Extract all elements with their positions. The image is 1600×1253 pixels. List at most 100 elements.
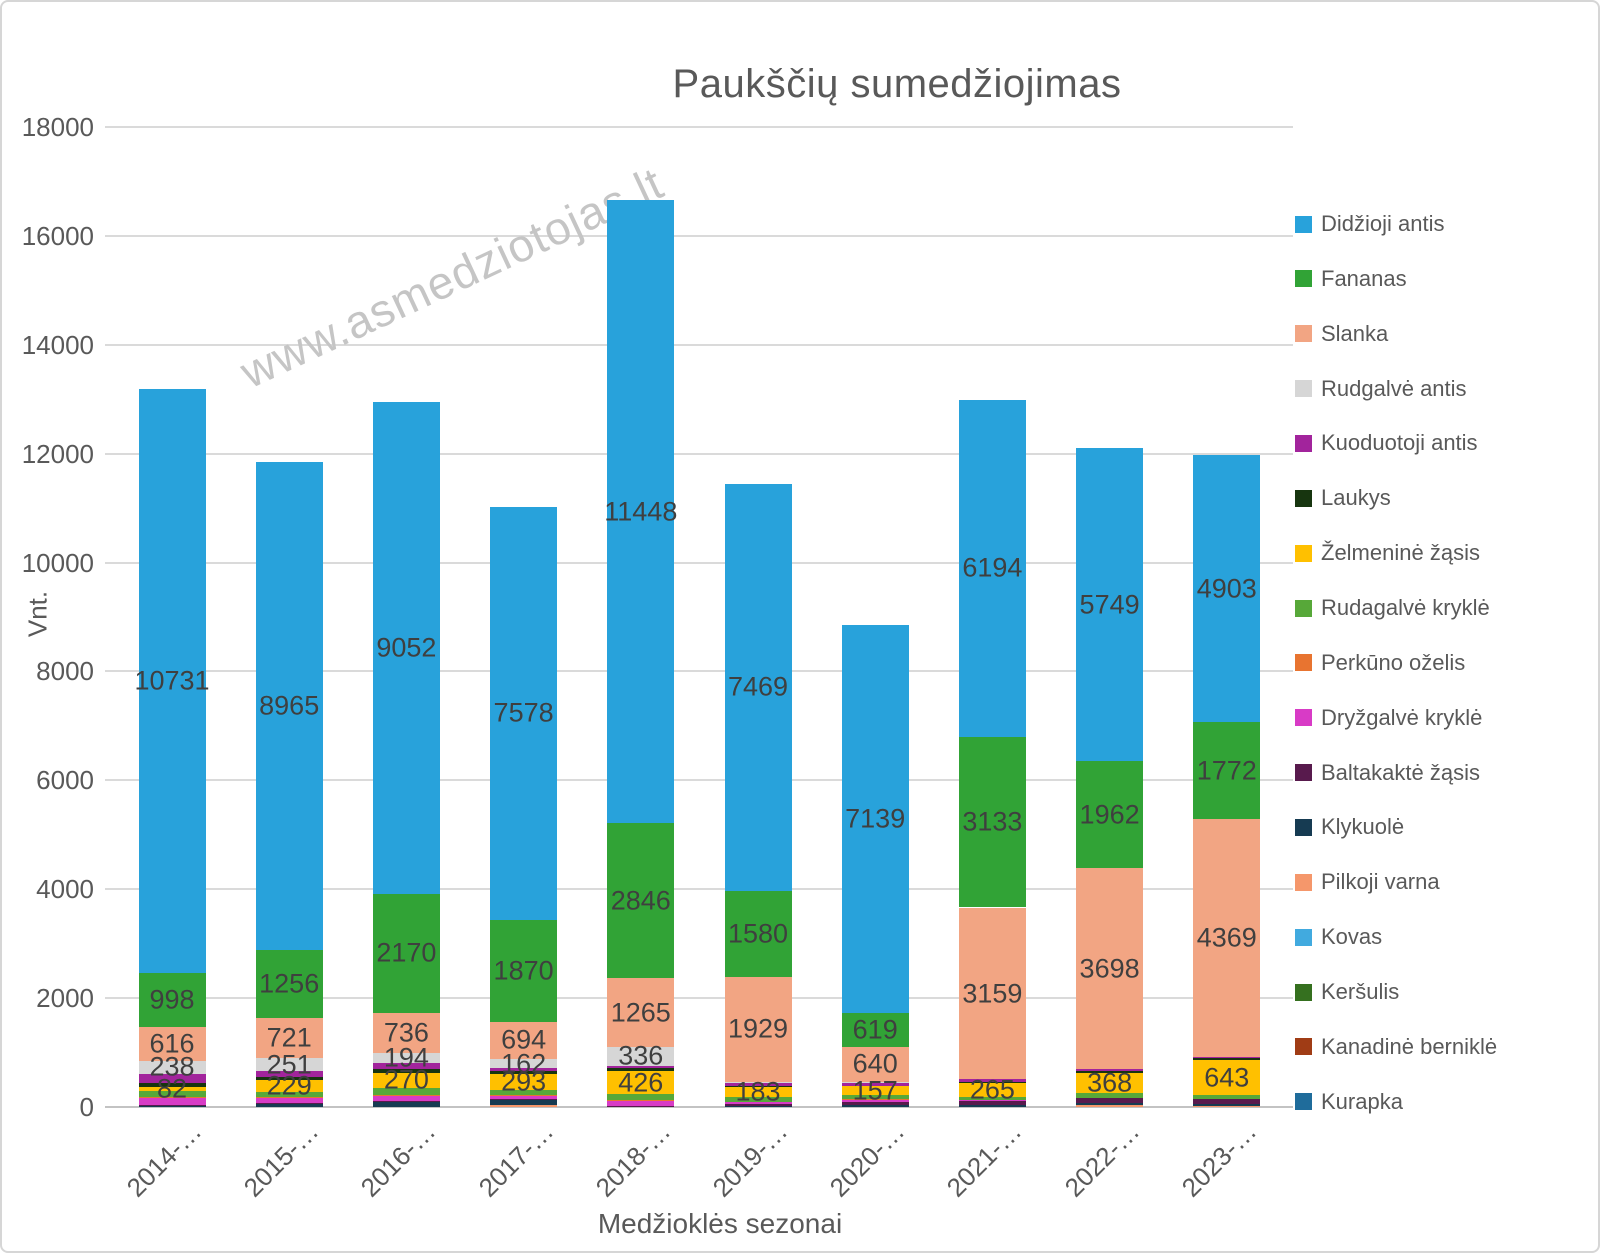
- bar-segment-laukys: [255, 1076, 323, 1080]
- bar-segment-klykuol: [958, 1104, 1026, 1107]
- bar-segment-did-ioji-antis: [372, 401, 440, 895]
- value-label-elmenin-sis: 229: [266, 1070, 312, 1101]
- bar-segment-klykuol: [490, 1099, 558, 1105]
- bar-2020: [841, 624, 909, 1107]
- bar-segment-dry-galv-krykl: [255, 1097, 323, 1104]
- value-label-rudgalv-antis: 238: [149, 1051, 195, 1082]
- bar-segment-elmenin-sis: [958, 1082, 1026, 1098]
- legend-item-klykuol: Klykuolė: [1295, 813, 1404, 841]
- bar-segment-fananas: [607, 823, 675, 979]
- legend-item-kanadin-bernikl: Kanadinė berniklė: [1295, 1033, 1497, 1061]
- bar-segment-pilkoji-varna: [490, 1104, 558, 1107]
- y-tick-label-16000: 16000: [21, 220, 94, 251]
- watermark: www.asmedziotojas.lt: [232, 156, 672, 399]
- legend-item-kurapka: Kurapka: [1295, 1088, 1403, 1116]
- bar-segment-did-ioji-antis: [490, 507, 558, 920]
- value-label-did-ioji-antis: 7469: [727, 671, 789, 702]
- bar-segment-rudgalv-antis: [138, 1060, 206, 1074]
- bar-2014: [138, 388, 206, 1107]
- bar-segment-pilkoji-varna: [1193, 1105, 1261, 1107]
- value-label-fananas: 1962: [1079, 799, 1140, 830]
- value-label-slanka: 1265: [610, 997, 671, 1028]
- value-label-elmenin-sis: 183: [735, 1076, 781, 1107]
- bar-segment-baltakakt-sis: [255, 1103, 323, 1104]
- legend-item-perk-no-o-elis: Perkūno oželis: [1295, 649, 1465, 677]
- bar-segment-perk-no-o-elis: [490, 1095, 558, 1096]
- y-tick-label-6000: 6000: [36, 765, 94, 796]
- y-tick-label-10000: 10000: [21, 547, 94, 578]
- bar-segment-klykuol: [724, 1105, 792, 1107]
- bar-segment-did-ioji-antis: [255, 461, 323, 951]
- legend-swatch-icon: [1295, 544, 1312, 562]
- legend-item-laukys: Laukys: [1295, 484, 1391, 512]
- bar-segment-slanka: [841, 1046, 909, 1082]
- bar-segment-did-ioji-antis: [607, 200, 675, 824]
- value-label-slanka: 3159: [962, 978, 1023, 1008]
- bar-segment-dry-galv-krykl: [724, 1102, 792, 1104]
- bar-segment-slanka: [255, 1018, 323, 1058]
- value-label-slanka: 4369: [1196, 922, 1257, 953]
- value-label-slanka: 640: [852, 1048, 898, 1079]
- bar-segment-fananas: [255, 950, 323, 1019]
- bar-segment-baltakakt-sis: [490, 1099, 558, 1100]
- bar-segment-laukys: [372, 1068, 440, 1073]
- legend-item-ker-ulis: Keršulis: [1295, 978, 1399, 1006]
- bar-segment-rudgalv-antis: [841, 1081, 909, 1083]
- bar-segment-dry-galv-krykl: [841, 1099, 909, 1103]
- bar-segment-rudagalv-krykl: [607, 1094, 675, 1101]
- value-label-did-ioji-antis: 10731: [134, 665, 210, 696]
- value-label-elmenin-sis: 643: [1204, 1062, 1250, 1093]
- bar-segment-elmenin-sis: [490, 1074, 558, 1091]
- legend-label: Rudagalvė kryklė: [1321, 595, 1490, 621]
- legend-item-baltakakt-sis: Baltakaktė žąsis: [1295, 759, 1480, 787]
- legend-swatch-icon: [1295, 654, 1312, 672]
- value-label-did-ioji-antis: 7578: [493, 697, 554, 728]
- bar-segment-kuoduotoji-antis: [724, 1082, 792, 1087]
- legend-swatch-icon: [1295, 270, 1312, 288]
- bar-segment-klykuol: [841, 1105, 909, 1107]
- legend-item-pilkoji-varna: Pilkoji varna: [1295, 868, 1440, 896]
- bar-segment-kuoduotoji-antis: [490, 1068, 558, 1071]
- bar-2017: [490, 507, 558, 1107]
- bar-segment-dry-galv-krykl: [958, 1100, 1026, 1101]
- y-tick-label-12000: 12000: [21, 438, 94, 469]
- bar-segment-baltakakt-sis: [724, 1103, 792, 1106]
- bar-segment-kuoduotoji-antis: [958, 1079, 1026, 1082]
- bar-segment-klykuol: [1076, 1103, 1144, 1106]
- legend-label: Didžioji antis: [1321, 211, 1445, 236]
- legend-swatch-icon: [1295, 818, 1312, 836]
- value-label-slanka: 721: [266, 1022, 312, 1053]
- bar-segment-slanka: [490, 1021, 558, 1060]
- legend-label: Perkūno oželis: [1321, 649, 1466, 675]
- bar-segment-rudgalv-antis: [255, 1057, 323, 1072]
- legend-swatch-icon: [1295, 764, 1312, 782]
- bar-segment-slanka: [372, 1012, 440, 1053]
- bar-segment-rudgalv-antis: [607, 1047, 675, 1066]
- value-label-rudgalv-antis: 336: [618, 1040, 664, 1071]
- bar-segment-did-ioji-antis: [138, 388, 206, 974]
- bar-segment-fananas: [1076, 761, 1144, 868]
- bar-segment-laukys: [1193, 1057, 1261, 1060]
- bar-segment-fananas: [958, 736, 1026, 908]
- value-label-rudgalv-antis: 194: [383, 1042, 429, 1073]
- legend-swatch-icon: [1295, 928, 1312, 946]
- y-axis-title: Vnt.: [22, 590, 53, 638]
- gridline-2000: [105, 997, 1293, 1000]
- bar-segment-kuoduotoji-antis: [1076, 1069, 1144, 1071]
- legend-item-fananas: Fananas: [1295, 265, 1407, 293]
- bar-segment-baltakakt-sis: [1076, 1098, 1144, 1104]
- value-label-slanka: 694: [501, 1024, 547, 1055]
- value-label-elmenin-sis: 157: [852, 1075, 898, 1106]
- bar-segment-rudgalv-antis: [724, 1081, 792, 1083]
- bar-segment-fananas: [372, 894, 440, 1013]
- legend-label: Laukys: [1321, 485, 1391, 511]
- value-label-fananas: 1256: [259, 968, 320, 999]
- x-axis-title: Medžioklės sezonai: [597, 1208, 843, 1239]
- bar-segment-rudgalv-antis: [372, 1052, 440, 1064]
- bar-segment-rudgalv-antis: [490, 1059, 558, 1069]
- bar-segment-did-ioji-antis: [1076, 448, 1144, 762]
- bar-segment-rudagalv-krykl: [724, 1096, 792, 1102]
- value-label-elmenin-sis: 293: [501, 1066, 547, 1097]
- value-label-fananas: 2846: [610, 885, 671, 916]
- value-label-elmenin-sis: 82: [156, 1073, 188, 1104]
